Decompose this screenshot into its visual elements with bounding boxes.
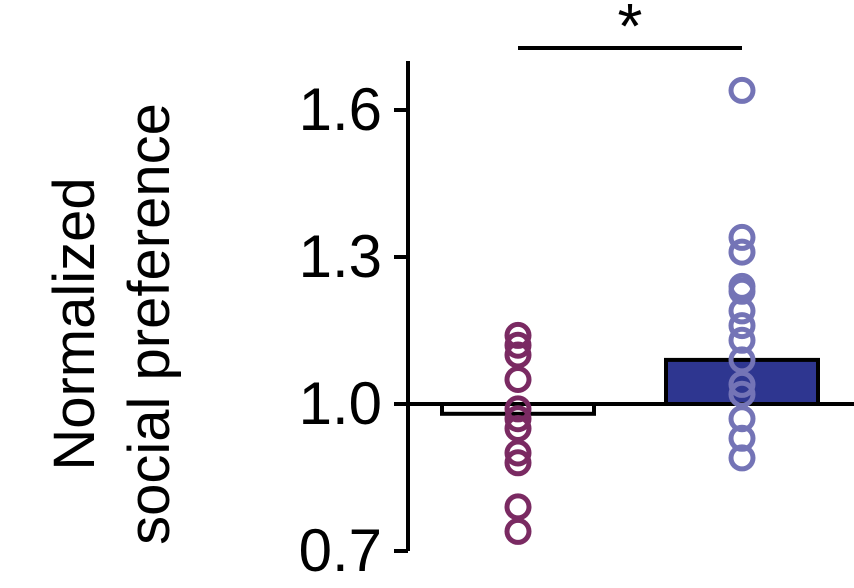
- y-tick-label: 1.6: [299, 76, 382, 143]
- data-point-group-1: [504, 366, 532, 393]
- significance-marker: *: [618, 0, 643, 62]
- data-point-group-1: [504, 517, 532, 545]
- data-point-group-2: [728, 223, 756, 251]
- data-point-group-1: [504, 321, 532, 349]
- data-point-group-1: [504, 449, 532, 477]
- data-point-group-1: [504, 395, 532, 423]
- data-point-group-1: [504, 405, 532, 433]
- data-point-group-2: [728, 312, 756, 340]
- data-point-group-1: [504, 331, 532, 359]
- data-point-group-2: [728, 238, 756, 266]
- data-point-group-1: [504, 493, 532, 521]
- data-point-group-2: [728, 76, 756, 104]
- y-tick-label: 1.0: [299, 370, 382, 437]
- data-point-group-2: [728, 272, 756, 300]
- y-tick-label: 0.7: [299, 517, 382, 584]
- y-tick-label: 1.3: [299, 223, 382, 290]
- data-point-group-2: [728, 326, 756, 354]
- data-point-group-2: [728, 380, 756, 408]
